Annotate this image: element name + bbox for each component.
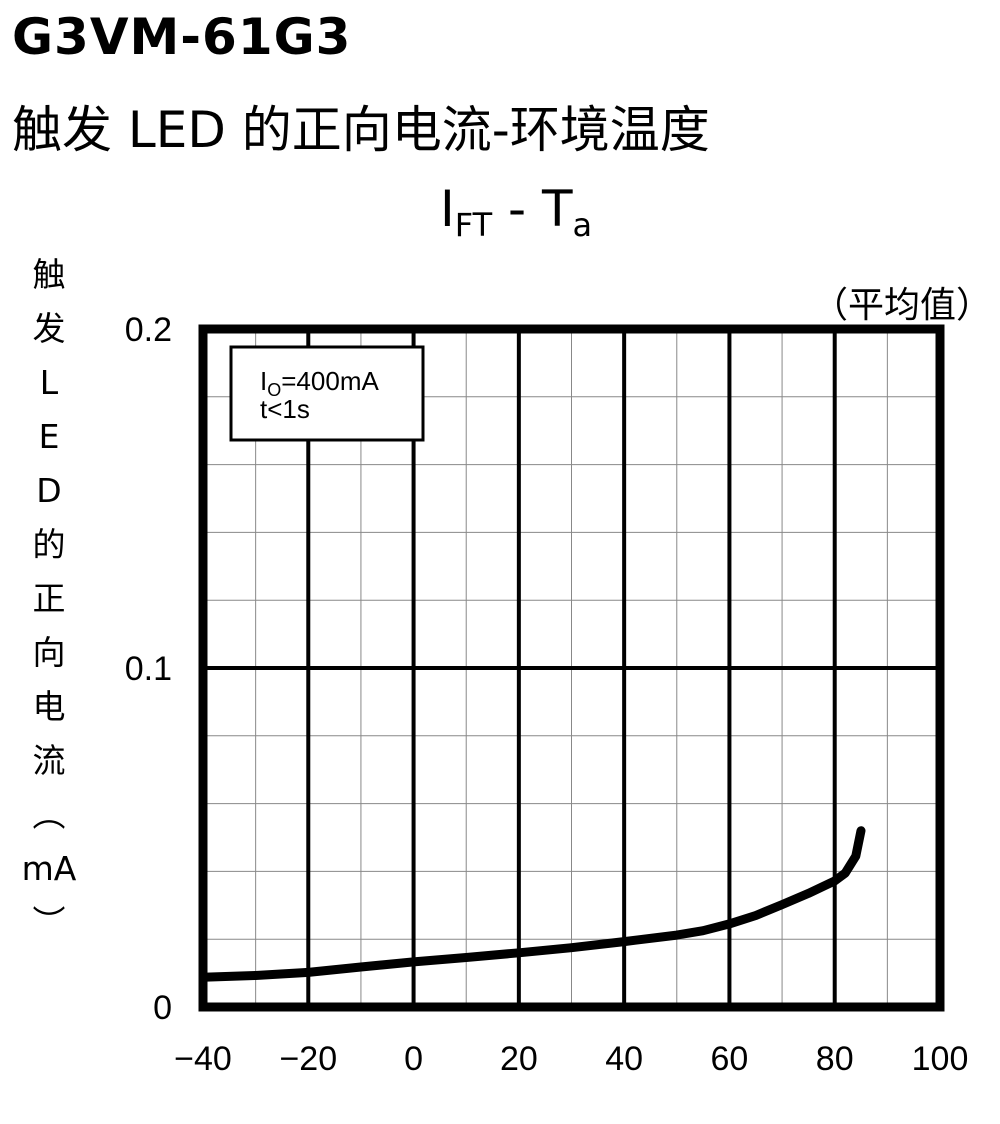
x-tick-label: 20 xyxy=(500,1040,538,1078)
condition-subscript: O xyxy=(267,380,281,400)
condition-main: t<1s xyxy=(260,394,310,424)
part-number: G3VM-61G3 xyxy=(12,8,352,66)
condition-value: =400mA xyxy=(281,366,379,396)
y-axis-label-char: 电 xyxy=(32,687,66,726)
x-tick-label: −40 xyxy=(174,1040,232,1078)
chart-title-sep: - xyxy=(492,180,542,238)
x-tick-label: 80 xyxy=(816,1040,854,1078)
x-tick-label: 40 xyxy=(605,1040,643,1078)
y-axis-label-char: 的 xyxy=(32,525,66,564)
average-value-note: （平均值） xyxy=(811,285,992,326)
y-axis-label-char: 正 xyxy=(32,579,66,618)
x-tick-label: 0 xyxy=(404,1040,423,1078)
plot-frame xyxy=(198,324,945,1012)
x-tick-label: 60 xyxy=(711,1040,749,1078)
chart-title-t: T xyxy=(541,180,573,238)
condition-text: IO=400mA xyxy=(260,366,379,400)
condition-box xyxy=(229,345,425,442)
chart-title-i: I xyxy=(440,180,455,238)
chart-title-a: a xyxy=(572,206,593,244)
x-tick-label: 100 xyxy=(912,1040,969,1078)
y-axis-label-char: ︶ xyxy=(32,903,66,942)
chart-title-ft: FT xyxy=(454,206,493,244)
y-axis-label-char: 向 xyxy=(32,633,66,672)
y-axis-label-char: E xyxy=(38,417,60,456)
condition-main: I xyxy=(260,366,267,396)
y-axis-label-char: 触 xyxy=(32,255,66,294)
y-axis-label-char: ︵ xyxy=(32,795,66,834)
y-tick-label: 0.1 xyxy=(125,650,172,688)
chart-title: IFT - Ta xyxy=(440,180,592,244)
page-subtitle: 触发 LED 的正向电流-环境温度 xyxy=(12,101,710,159)
x-tick-label: −20 xyxy=(279,1040,337,1078)
y-axis-label-char: mA xyxy=(21,849,77,888)
y-tick-label: 0.2 xyxy=(125,311,172,349)
y-axis-label-char: 发 xyxy=(32,309,66,348)
y-tick-label: 0 xyxy=(153,989,172,1027)
y-axis-label-char: L xyxy=(39,363,59,402)
y-axis-label-char: 流 xyxy=(32,741,66,780)
y-axis-label-char: D xyxy=(36,471,62,510)
ift-curve xyxy=(198,826,866,982)
condition-text: t<1s xyxy=(260,394,310,424)
y-axis-label: 触发 L E D 的正向电流 ︵ mA ︶ xyxy=(14,248,84,950)
